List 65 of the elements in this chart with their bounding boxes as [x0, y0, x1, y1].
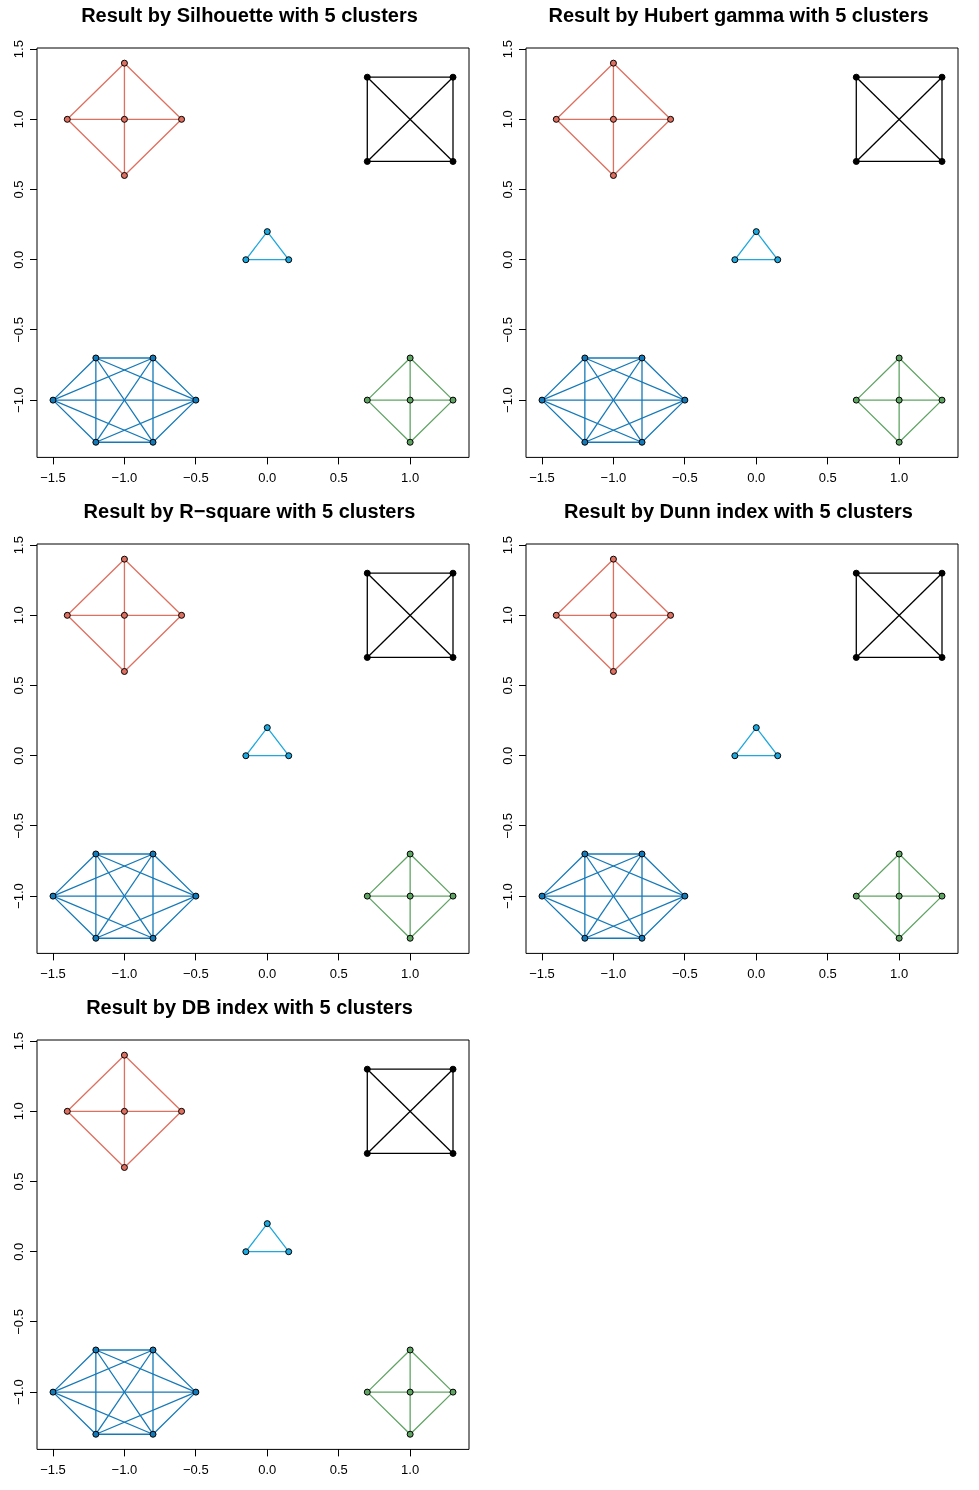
x-tick-label: 0.5 — [818, 965, 837, 981]
y-tick-label: 1.5 — [11, 40, 27, 59]
y-tick-label: −0.5 — [11, 1309, 27, 1335]
y-tick-label: −0.5 — [11, 813, 27, 839]
x-tick-label: −1.5 — [40, 1461, 66, 1477]
y-tick-label: 1.0 — [500, 606, 516, 625]
chart-title: Result by Dunn index with 5 clusters — [564, 499, 913, 522]
chart-title: Result by Hubert gamma with 5 clusters — [548, 3, 929, 26]
x-tick-label: 0.5 — [329, 1461, 348, 1477]
y-tick-label: 0.5 — [500, 676, 516, 695]
y-tick-label: 0.0 — [11, 746, 27, 765]
x-tick-label: 0.0 — [258, 965, 277, 981]
y-tick-label: −0.5 — [11, 317, 27, 343]
x-tick-label: −1.5 — [529, 965, 555, 981]
y-tick-label: 0.5 — [11, 1172, 27, 1191]
x-tick-label: −1.5 — [40, 469, 66, 485]
y-tick-label: 1.5 — [500, 40, 516, 59]
y-tick-label: −1.0 — [500, 387, 516, 413]
y-tick-label: −0.5 — [500, 813, 516, 839]
x-tick-label: 0.5 — [329, 965, 348, 981]
y-tick-label: −1.0 — [500, 883, 516, 909]
y-tick-label: 1.0 — [11, 606, 27, 625]
x-tick-label: −1.0 — [111, 469, 138, 485]
x-tick-label: 0.0 — [258, 469, 277, 485]
y-tick-label: −1.0 — [11, 883, 27, 909]
x-tick-label: −0.5 — [672, 469, 698, 485]
x-tick-label: 1.0 — [401, 1461, 420, 1477]
y-tick-label: 1.0 — [11, 1102, 27, 1121]
x-tick-label: 1.0 — [401, 965, 420, 981]
y-tick-label: 1.0 — [11, 110, 27, 129]
y-tick-label: 0.5 — [500, 180, 516, 199]
y-tick-label: −1.0 — [11, 387, 27, 413]
chart-title: Result by Silhouette with 5 clusters — [81, 3, 418, 26]
x-tick-label: 1.0 — [401, 469, 420, 485]
y-tick-label: 0.0 — [500, 746, 516, 765]
y-tick-label: −1.0 — [11, 1379, 27, 1405]
y-tick-label: 0.5 — [11, 180, 27, 199]
x-tick-label: 0.0 — [747, 965, 766, 981]
x-tick-label: −1.0 — [111, 1461, 138, 1477]
x-tick-label: −0.5 — [183, 965, 209, 981]
x-tick-label: 0.5 — [329, 469, 348, 485]
y-tick-label: 1.5 — [11, 1032, 27, 1051]
y-tick-label: 1.0 — [500, 110, 516, 129]
x-tick-label: 1.0 — [890, 965, 909, 981]
x-tick-label: 0.5 — [818, 469, 837, 485]
x-tick-label: −0.5 — [183, 1461, 209, 1477]
x-tick-label: −1.0 — [600, 965, 627, 981]
chart-title: Result by R−square with 5 clusters — [83, 499, 416, 522]
x-tick-label: −1.5 — [40, 965, 66, 981]
x-tick-label: −0.5 — [183, 469, 209, 485]
y-tick-label: 0.5 — [11, 676, 27, 695]
x-tick-label: 1.0 — [890, 469, 909, 485]
y-tick-label: 1.5 — [500, 536, 516, 555]
x-tick-label: −1.0 — [111, 965, 138, 981]
x-tick-label: −0.5 — [672, 965, 698, 981]
y-tick-label: 1.5 — [11, 536, 27, 555]
x-tick-label: −1.5 — [529, 469, 555, 485]
y-tick-label: 0.0 — [11, 1242, 27, 1261]
x-tick-label: 0.0 — [747, 469, 766, 485]
chart-title: Result by DB index with 5 clusters — [86, 995, 413, 1018]
y-tick-label: 0.0 — [11, 250, 27, 269]
x-tick-label: −1.0 — [600, 469, 627, 485]
y-tick-label: −0.5 — [500, 317, 516, 343]
y-tick-label: 0.0 — [500, 250, 516, 269]
x-tick-label: 0.0 — [258, 1461, 277, 1477]
